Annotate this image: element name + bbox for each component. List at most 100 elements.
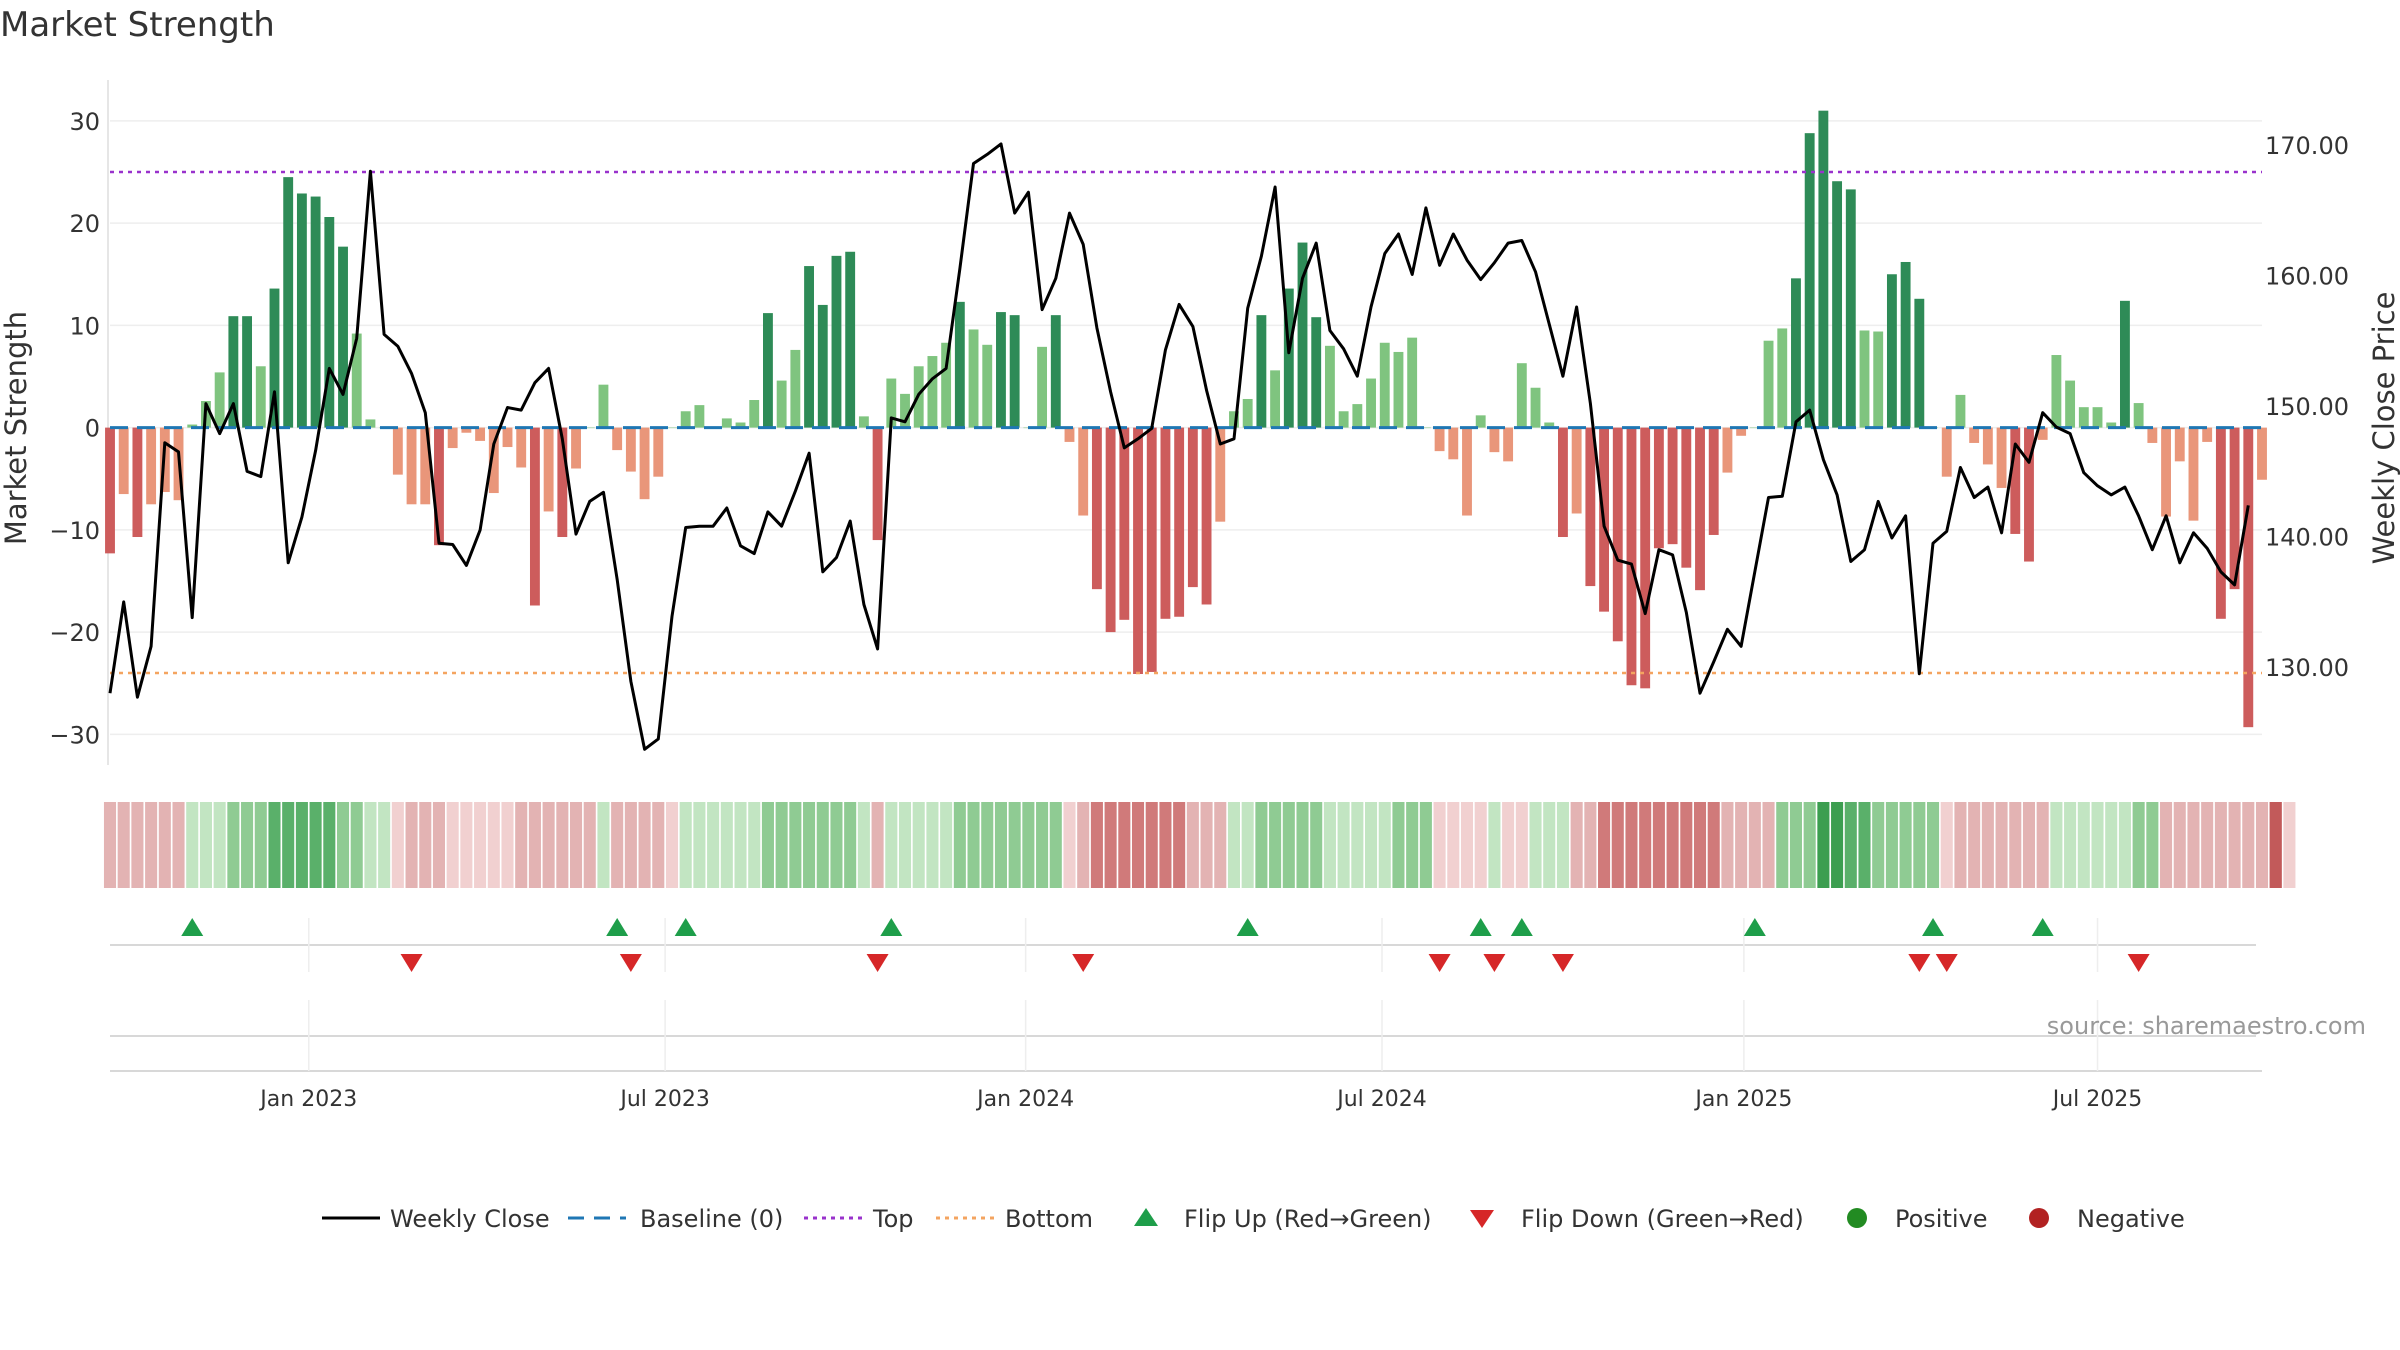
strength-bar — [625, 427, 636, 472]
strength-bar — [1420, 427, 1431, 429]
state-strip-cell — [885, 802, 898, 888]
state-strip-cell — [775, 802, 788, 888]
flip-down-marker — [1072, 954, 1095, 972]
strength-bar — [886, 378, 897, 428]
flip-up-marker — [1922, 918, 1945, 936]
strength-bar — [1886, 274, 1897, 428]
strength-bar — [2147, 427, 2158, 443]
state-strip-cell — [912, 802, 925, 888]
flip-markers — [110, 918, 2262, 1072]
strength-bar — [1708, 427, 1719, 535]
state-strip-cell — [419, 802, 432, 888]
strength-bar — [831, 255, 842, 428]
state-strip-cell — [1200, 802, 1213, 888]
state-strip-cell — [1159, 802, 1172, 888]
strength-bar — [1818, 110, 1829, 428]
state-strip-cell — [1721, 802, 1734, 888]
strength-bar — [187, 424, 198, 428]
state-strip-cell — [857, 802, 870, 888]
strength-bar — [1914, 298, 1925, 428]
state-strip-cell — [665, 802, 679, 888]
state-strip-cell — [2269, 802, 2282, 888]
strength-bar — [1612, 427, 1623, 642]
y-tick-label: −10 — [49, 517, 100, 545]
strength-bar — [694, 405, 705, 428]
state-strip-cell — [652, 802, 665, 888]
strength-bar — [1489, 427, 1500, 453]
state-strip-cell — [1803, 802, 1816, 888]
legend-label: Baseline (0) — [640, 1205, 783, 1233]
y-tick-label: −30 — [49, 721, 100, 749]
state-strip-cell — [1831, 802, 1844, 888]
strength-bar — [1434, 427, 1445, 452]
strength-bar — [502, 427, 513, 448]
strength-bar — [1133, 427, 1143, 675]
state-strip-cell — [1543, 802, 1556, 888]
state-strip-cell — [1981, 802, 1994, 888]
state-strip-cell — [1036, 802, 1049, 888]
strength-bar — [1736, 427, 1747, 436]
strength-bar — [1064, 427, 1075, 442]
state-strip-cell — [446, 802, 459, 888]
state-strip-cell — [254, 802, 267, 888]
state-strip-cell — [1515, 802, 1528, 888]
flip-down-marker — [619, 954, 642, 972]
flip-down-marker — [1551, 954, 1574, 972]
state-strip-cell — [117, 802, 130, 888]
legend-label: Flip Up (Red→Green) — [1184, 1205, 1432, 1233]
flip-down-marker — [1908, 954, 1931, 972]
state-strip-cell — [830, 802, 843, 888]
state-strip-cell — [1131, 802, 1145, 888]
legend-flip-down-swatch — [1470, 1210, 1494, 1228]
state-strip-cell — [1817, 802, 1830, 888]
strength-bar — [529, 427, 540, 606]
strength-bar — [1640, 427, 1651, 689]
x-tick-label: Jan 2025 — [1693, 1087, 1792, 1112]
state-strip-cell — [213, 802, 226, 888]
strength-bar — [1955, 394, 1966, 428]
strength-bar — [680, 411, 691, 428]
flip-up-marker — [880, 918, 903, 936]
strength-bar — [2133, 403, 2144, 428]
flip-down-marker — [2127, 954, 2150, 972]
strength-bar — [1078, 427, 1089, 516]
state-strip-cell — [1872, 802, 1885, 888]
state-strip-cell — [1186, 802, 1199, 888]
state-strip-cell — [994, 802, 1007, 888]
state-strip-cell — [1927, 802, 1940, 888]
strength-bar — [584, 427, 595, 429]
state-strip-cell — [103, 802, 117, 888]
state-strip-cell — [1680, 802, 1693, 888]
strength-bars — [105, 110, 2267, 728]
strength-bar — [1448, 427, 1459, 460]
strength-bar — [434, 427, 444, 546]
state-strip-cell — [871, 802, 884, 888]
state-strip-cell — [1282, 802, 1295, 888]
strength-bar — [2106, 422, 2117, 428]
strength-bar — [1187, 427, 1198, 588]
strength-bar — [1338, 411, 1349, 428]
y2-tick-label: 170.00 — [2265, 132, 2349, 160]
y2-tick-label: 160.00 — [2265, 263, 2349, 291]
state-strip-cell — [2160, 802, 2173, 888]
strength-bar — [2092, 407, 2103, 428]
strength-bar — [1996, 427, 2007, 488]
flip-down-marker — [866, 954, 889, 972]
state-strip-cell — [1460, 802, 1474, 888]
strength-bar — [557, 427, 568, 538]
strength-bar — [1530, 387, 1541, 428]
strength-bar — [2202, 427, 2213, 442]
state-strip-cell — [1104, 802, 1117, 888]
state-strip-cell — [2036, 802, 2049, 888]
state-strip-cell — [1406, 802, 1419, 888]
state-strip-cell — [1762, 802, 1775, 888]
state-strip-cell — [748, 802, 761, 888]
state-strip-cell — [145, 802, 158, 888]
state-strip-cell — [172, 802, 185, 888]
strength-bar — [351, 333, 362, 428]
strength-bar — [2215, 427, 2226, 619]
legend-label: Weekly Close — [390, 1205, 550, 1233]
state-strip-cell — [1378, 802, 1391, 888]
strength-bar — [1544, 422, 1555, 428]
strength-bar — [1859, 330, 1870, 428]
